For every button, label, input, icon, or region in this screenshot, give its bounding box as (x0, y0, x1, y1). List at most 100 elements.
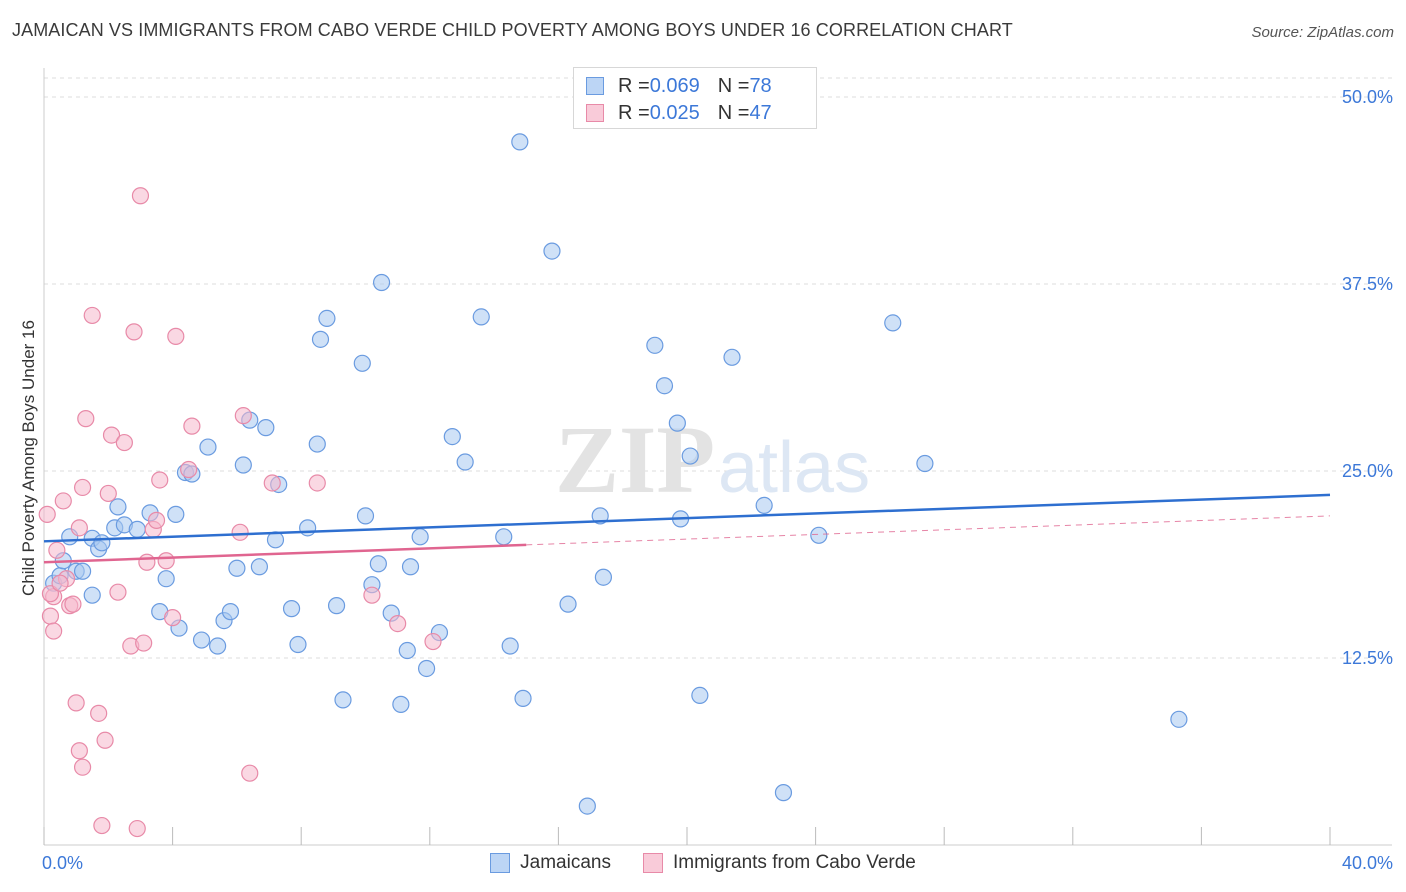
jamaican-point (1170, 710, 1188, 728)
jamaican-point (308, 435, 326, 453)
caboverde-point (90, 704, 108, 722)
y-tick-label: 12.5% (1342, 648, 1393, 668)
jamaican-point (73, 562, 92, 580)
caboverde-point (70, 742, 88, 760)
caboverde-point (157, 552, 175, 570)
legend-label-jamaicans: Jamaicans (520, 852, 611, 873)
jamaican-point (334, 691, 352, 709)
jamaican-point (543, 242, 561, 260)
legend-swatch-caboverde (642, 853, 663, 873)
jamaican-point (691, 686, 709, 705)
caboverde-point (115, 433, 133, 452)
jamaican-point (417, 659, 436, 678)
jamaican-point (681, 447, 699, 465)
legend-r-value: 0.069 (649, 74, 700, 97)
correlation-legend: R = 0.069 N = 78 R = 0.025 N = 47 (573, 67, 817, 129)
grid-lines (44, 77, 1392, 659)
jamaican-point (199, 438, 217, 456)
jamaican-point (392, 695, 410, 713)
trend-line-jamaicans (43, 493, 1331, 543)
caboverde-point (363, 586, 381, 604)
caboverde-point (164, 609, 182, 627)
caboverde-point (51, 574, 69, 592)
jamaican-point (353, 354, 371, 372)
chart-title: JAMAICAN VS IMMIGRANTS FROM CABO VERDE C… (12, 20, 1013, 40)
jamaican-point (299, 519, 317, 537)
jamaican-point (655, 377, 674, 395)
jamaican-point (443, 427, 461, 446)
x-tick-label: 40.0% (1342, 853, 1393, 873)
jamaican-point (884, 314, 902, 332)
legend-r-value: 0.025 (649, 101, 700, 124)
legend-row-caboverde: R = 0.025 N = 47 (586, 100, 772, 126)
jamaican-point (282, 600, 301, 618)
tick-labels: 12.5% 25.0% 37.5% 50.0% 0.0% 40.0% (42, 87, 1393, 873)
legend-r-label: R = (618, 74, 650, 97)
watermark-atlas: atlas (718, 428, 870, 508)
caboverde-point (96, 731, 114, 749)
jamaican-point (250, 558, 269, 576)
data-points (38, 133, 1188, 838)
caboverde-point (183, 417, 201, 435)
jamaican-point (228, 559, 246, 577)
y-axis-title-group: Child Poverty Among Boys Under 16 (19, 320, 38, 596)
jamaican-point (398, 641, 416, 660)
caboverde-point (135, 634, 153, 652)
caboverde-point (241, 764, 259, 782)
caboverde-point (77, 410, 95, 428)
caboverde-point (73, 478, 92, 497)
caboverde-point (109, 583, 127, 601)
legend-item-jamaicans[interactable]: Jamaicans (490, 852, 611, 874)
jamaican-point (311, 330, 330, 348)
trend-line-caboverde-extension (526, 515, 1331, 546)
jamaican-point (327, 597, 346, 615)
jamaican-point (93, 534, 111, 552)
jamaican-point (774, 784, 793, 802)
legend-swatch-jamaicans (586, 77, 604, 95)
jamaican-point (916, 454, 934, 473)
legend-swatch-caboverde (586, 104, 604, 122)
jamaican-point (83, 586, 101, 604)
jamaican-point (723, 348, 741, 366)
jamaican-point (167, 505, 185, 523)
jamaican-point (456, 453, 474, 471)
caboverde-point (45, 622, 63, 640)
watermark: ZIP atlas (555, 406, 870, 513)
jamaican-point (668, 414, 686, 432)
caboverde-point (70, 519, 88, 537)
caboverde-point (234, 407, 252, 425)
legend-r-label: R = (618, 101, 650, 124)
caboverde-point (128, 819, 146, 838)
jamaican-point (511, 133, 529, 151)
caboverde-point (73, 758, 92, 776)
caboverde-point (48, 541, 66, 559)
caboverde-point (151, 471, 169, 489)
jamaican-point (234, 456, 252, 474)
x-tick-label: 0.0% (42, 853, 83, 873)
y-tick-label: 37.5% (1342, 274, 1393, 294)
source-label: Source: ZipAtlas.com (1251, 24, 1394, 41)
caboverde-point (389, 614, 407, 633)
caboverde-point (131, 187, 150, 205)
legend-swatch-jamaicans (490, 853, 511, 873)
jamaican-point (578, 797, 596, 815)
jamaican-point (755, 496, 773, 515)
axes (43, 68, 1392, 846)
legend-item-caboverde[interactable]: Immigrants from Cabo Verde (642, 852, 916, 874)
caboverde-point (147, 511, 166, 529)
caboverde-point (138, 553, 156, 571)
caboverde-point (99, 484, 117, 503)
caboverde-point (167, 327, 185, 345)
jamaican-point (559, 595, 577, 613)
jamaican-point (495, 528, 513, 546)
caboverde-point (308, 474, 326, 492)
jamaican-point (401, 558, 420, 576)
jamaican-point (192, 631, 211, 649)
jamaican-point (411, 528, 429, 546)
jamaican-point (209, 637, 227, 655)
y-axis-title: Child Poverty Among Boys Under 16 (19, 320, 38, 596)
jamaican-point (318, 309, 336, 328)
legend-label-caboverde: Immigrants from Cabo Verde (672, 852, 916, 873)
series-legend: Jamaicans Immigrants from Cabo Verde (0, 852, 1406, 874)
